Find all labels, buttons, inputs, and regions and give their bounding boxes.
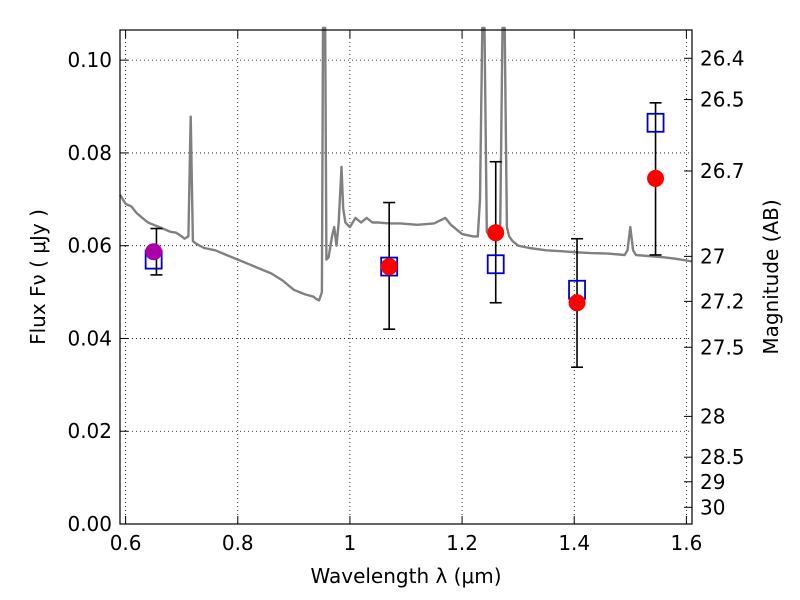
filled-circle-point xyxy=(568,294,586,312)
y-right-tick-label: 29 xyxy=(700,470,725,494)
y-right-tick-label: 28.5 xyxy=(700,445,745,469)
y-tick-label: 0.04 xyxy=(67,326,112,350)
y-right-tick-label: 27 xyxy=(700,244,725,268)
y-right-tick-label: 30 xyxy=(700,495,725,519)
y-axis-label: Flux Fν ( μJy ) xyxy=(26,209,50,345)
y-axis-right-label: Magnitude (AB) xyxy=(759,199,783,354)
open-square-point xyxy=(486,254,505,275)
spectrum-line xyxy=(118,26,693,302)
y-right-tick-label: 28 xyxy=(700,404,725,428)
axis-ticks: 0.6 0.8 1 1.2 1.4 1.6 0.00 0.02 0.04 0.06 0.08 0.10… xyxy=(67,30,745,555)
y-tick-label: 0.06 xyxy=(67,234,112,258)
x-axis-label: Wavelength λ (μm) xyxy=(310,564,501,588)
x-tick-label: 1.2 xyxy=(446,531,478,555)
x-tick-label: 1.6 xyxy=(670,531,702,555)
x-tick-label: 0.6 xyxy=(110,531,142,555)
y-tick-label: 0.02 xyxy=(67,419,112,443)
y-right-tick-label: 26.5 xyxy=(700,88,745,112)
x-tick-label: 1.4 xyxy=(558,531,590,555)
y-right-tick-label: 27.5 xyxy=(700,335,745,359)
x-tick-label: 1 xyxy=(344,531,357,555)
data-markers xyxy=(144,112,665,312)
filled-circle-point xyxy=(380,258,398,276)
grid-lines xyxy=(120,30,692,525)
y-tick-label: 0.00 xyxy=(67,512,112,536)
y-right-tick-label: 26.7 xyxy=(700,159,745,183)
y-right-tick-label: 27.2 xyxy=(700,289,745,313)
y-tick-label: 0.10 xyxy=(67,48,112,72)
filled-circle-point xyxy=(145,243,163,261)
plot-frame xyxy=(119,29,693,525)
y-tick-label: 0.08 xyxy=(67,141,112,165)
filled-circle-point xyxy=(647,169,665,187)
error-bars xyxy=(150,102,662,369)
y-right-tick-label: 26.4 xyxy=(700,46,745,70)
x-tick-label: 0.8 xyxy=(222,531,254,555)
filled-circle-point xyxy=(487,224,505,242)
spectrum xyxy=(118,26,693,302)
open-square-point xyxy=(646,112,665,133)
